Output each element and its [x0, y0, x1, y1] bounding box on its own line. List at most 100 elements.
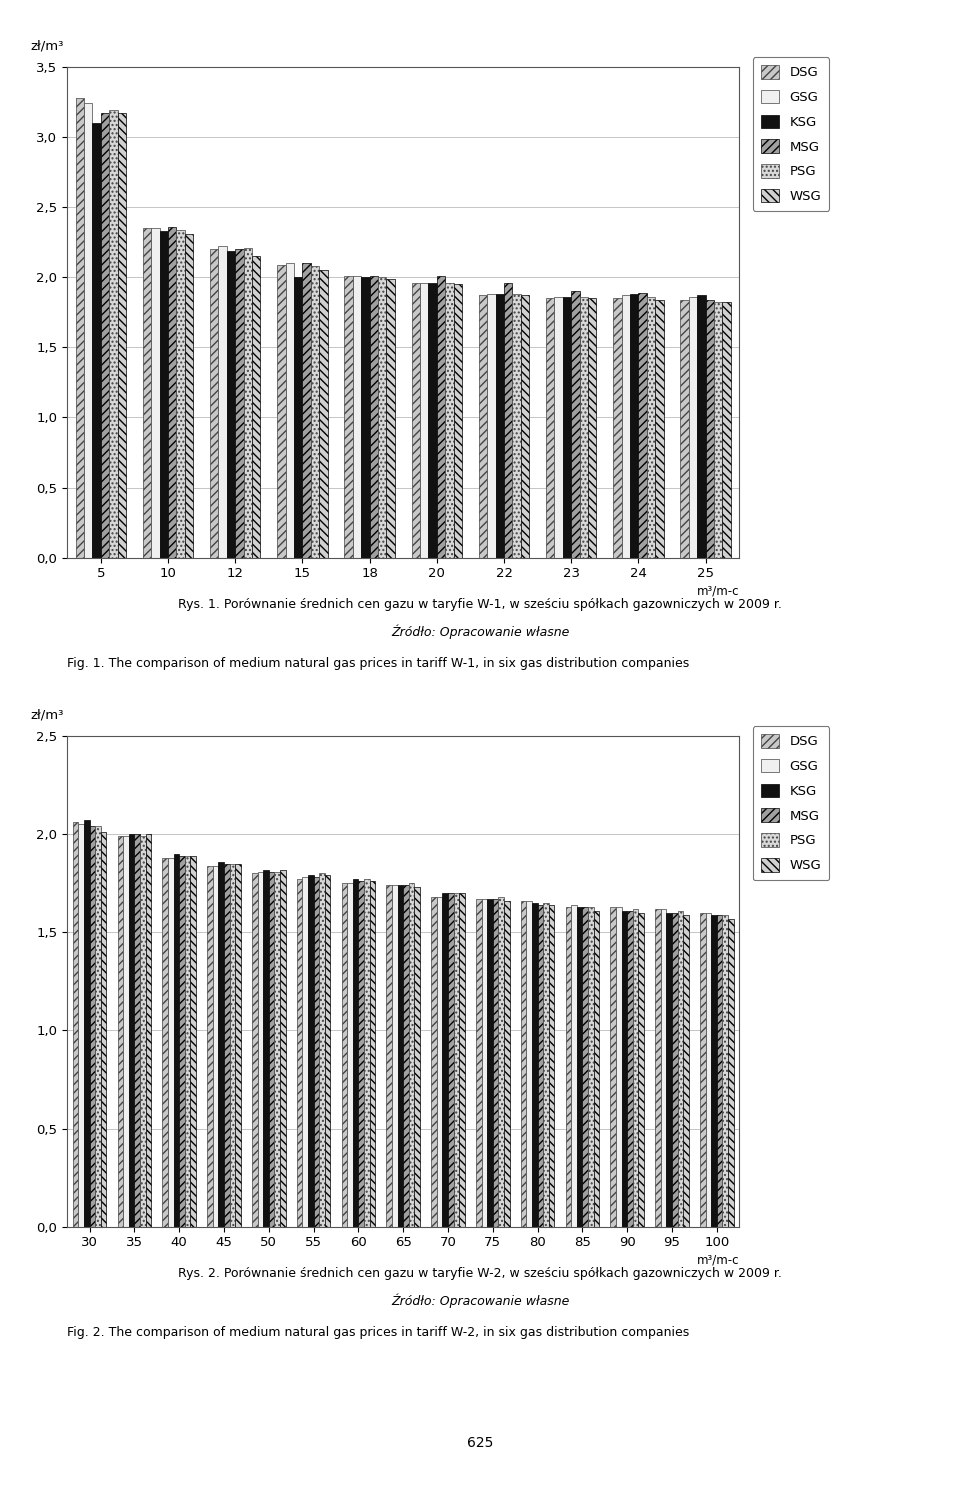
- Text: m³/m-c: m³/m-c: [697, 1254, 739, 1267]
- Bar: [627, 910, 633, 1227]
- Bar: [324, 876, 330, 1227]
- Legend: DSG, GSG, KSG, MSG, PSG, WSG: DSG, GSG, KSG, MSG, PSG, WSG: [753, 57, 829, 211]
- Bar: [392, 885, 397, 1227]
- Text: 625: 625: [467, 1436, 493, 1450]
- Bar: [638, 913, 644, 1227]
- Bar: [370, 882, 375, 1227]
- Bar: [723, 302, 731, 558]
- Bar: [358, 882, 364, 1227]
- Bar: [302, 263, 311, 558]
- Bar: [84, 821, 89, 1227]
- Bar: [543, 903, 549, 1227]
- Bar: [633, 909, 638, 1227]
- Bar: [311, 266, 319, 558]
- Bar: [454, 284, 462, 558]
- Bar: [319, 873, 324, 1227]
- Bar: [655, 909, 660, 1227]
- Bar: [308, 876, 314, 1227]
- Bar: [168, 226, 177, 558]
- Bar: [488, 294, 495, 558]
- Bar: [92, 123, 101, 558]
- Bar: [706, 300, 714, 558]
- Bar: [684, 915, 688, 1227]
- Bar: [79, 824, 84, 1227]
- Bar: [717, 915, 722, 1227]
- Bar: [403, 885, 409, 1227]
- Bar: [504, 283, 513, 558]
- Bar: [252, 256, 260, 558]
- Bar: [286, 263, 294, 558]
- Bar: [443, 894, 448, 1227]
- Text: Rys. 1. Porównanie średnich cen gazu w taryfie W-1, w sześciu spółkach gazownicz: Rys. 1. Porównanie średnich cen gazu w t…: [178, 598, 782, 611]
- Bar: [162, 858, 168, 1227]
- Bar: [235, 864, 241, 1227]
- Bar: [476, 900, 482, 1227]
- Bar: [697, 296, 706, 558]
- Bar: [117, 836, 123, 1227]
- Bar: [492, 900, 498, 1227]
- Text: m³/m-c: m³/m-c: [697, 584, 739, 598]
- Bar: [638, 293, 647, 558]
- Bar: [678, 910, 684, 1227]
- Bar: [190, 857, 196, 1227]
- Text: Fig. 2. The comparison of medium natural gas prices in tariff W-2, in six gas di: Fig. 2. The comparison of medium natural…: [67, 1326, 689, 1340]
- Bar: [140, 836, 146, 1227]
- Bar: [146, 834, 151, 1227]
- Bar: [666, 913, 672, 1227]
- Bar: [714, 302, 722, 558]
- Bar: [700, 913, 706, 1227]
- Text: zł/m³: zł/m³: [31, 708, 63, 721]
- Bar: [361, 277, 370, 558]
- Bar: [348, 883, 352, 1227]
- Text: Źródło: Opracowanie własne: Źródło: Opracowanie własne: [391, 1294, 569, 1309]
- Bar: [681, 300, 689, 558]
- Bar: [184, 233, 193, 558]
- Bar: [314, 877, 319, 1227]
- Bar: [229, 864, 235, 1227]
- Bar: [688, 297, 697, 558]
- Bar: [555, 297, 563, 558]
- Bar: [280, 870, 286, 1227]
- Bar: [397, 885, 403, 1227]
- Bar: [565, 907, 571, 1227]
- Bar: [593, 910, 599, 1227]
- Bar: [415, 888, 420, 1227]
- Bar: [218, 861, 224, 1227]
- Bar: [409, 883, 415, 1227]
- Bar: [95, 827, 101, 1227]
- Bar: [563, 297, 571, 558]
- Bar: [297, 879, 302, 1227]
- Bar: [302, 877, 308, 1227]
- Bar: [342, 883, 348, 1227]
- Bar: [275, 871, 280, 1227]
- Bar: [722, 915, 728, 1227]
- Bar: [622, 910, 627, 1227]
- Bar: [294, 277, 302, 558]
- Bar: [101, 113, 109, 558]
- Bar: [526, 901, 532, 1227]
- Bar: [580, 297, 588, 558]
- Bar: [353, 275, 361, 558]
- Bar: [129, 834, 134, 1227]
- Bar: [498, 897, 504, 1227]
- Bar: [213, 865, 218, 1227]
- Bar: [520, 901, 526, 1227]
- Bar: [73, 822, 79, 1227]
- Bar: [431, 897, 437, 1227]
- Bar: [168, 858, 174, 1227]
- Bar: [174, 854, 180, 1227]
- Bar: [711, 915, 717, 1227]
- Bar: [616, 907, 622, 1227]
- Bar: [728, 919, 733, 1227]
- Bar: [459, 894, 465, 1227]
- Bar: [345, 275, 353, 558]
- Bar: [143, 228, 152, 558]
- Bar: [277, 265, 286, 558]
- Text: Rys. 2. Porównanie średnich cen gazu w taryfie W-2, w sześciu spółkach gazownicz: Rys. 2. Porównanie średnich cen gazu w t…: [178, 1267, 782, 1280]
- Bar: [577, 907, 583, 1227]
- Bar: [513, 294, 521, 558]
- Bar: [269, 871, 275, 1227]
- Bar: [660, 909, 666, 1227]
- Bar: [412, 283, 420, 558]
- Bar: [448, 894, 454, 1227]
